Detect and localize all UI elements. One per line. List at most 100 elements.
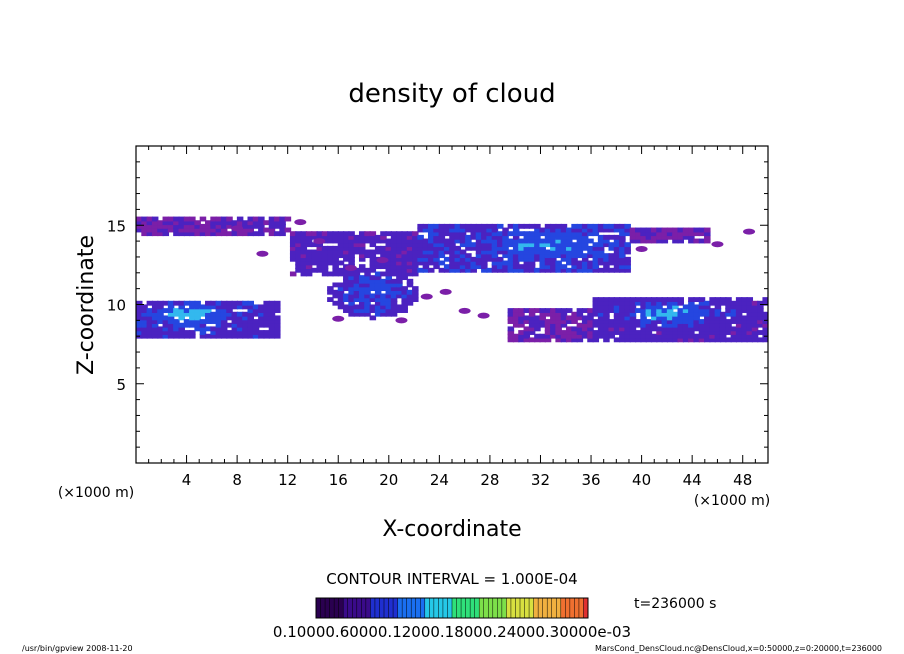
cloud-cell [194, 231, 201, 237]
cloud-cell [157, 333, 164, 339]
cloud-cell [576, 249, 584, 255]
cloud-cell [587, 264, 594, 270]
cloud-cell [698, 231, 706, 237]
cloud-cell [523, 267, 531, 273]
cloud-cell [189, 311, 196, 317]
cloud-cell [178, 315, 185, 321]
cloud-cell [151, 319, 159, 324]
cloud-cell [332, 260, 339, 266]
cloud-cell [550, 234, 557, 240]
cloud-cell [412, 234, 419, 240]
cloud-cell [364, 300, 371, 306]
cloud-cell [603, 337, 610, 343]
cloud-cell [507, 337, 515, 343]
cloud-cell [454, 256, 462, 262]
cloud-cell [268, 300, 276, 306]
cloud-cell [427, 227, 435, 233]
y-tick-label: 15 [107, 217, 126, 235]
cloud-cell [704, 333, 711, 339]
cloud-cell [603, 227, 610, 233]
cloud-cell [624, 308, 631, 313]
cloud-cell [353, 278, 361, 284]
cloud-cell [231, 300, 239, 306]
cloud-cell [741, 330, 748, 335]
cloud-cell [481, 253, 488, 259]
cloud-cell [136, 227, 143, 233]
cloud-cell [236, 330, 244, 335]
cloud-cell [242, 326, 249, 332]
cloud-cell [151, 326, 159, 332]
cloud-cell [321, 249, 329, 255]
cloud-cell [735, 319, 743, 324]
cloud-cell [629, 319, 637, 324]
cloud-cell [311, 231, 318, 237]
cloud-cell [539, 308, 546, 313]
cloud-cell [268, 227, 276, 233]
cloud-cell [295, 242, 302, 248]
cloud-cell [550, 253, 557, 259]
cloud-cell [645, 330, 653, 335]
cloud-cell [167, 333, 175, 339]
cloud-cell [592, 249, 600, 255]
cloud-cell [496, 234, 504, 240]
cloud-cell [528, 245, 536, 251]
cloud-cell [661, 319, 669, 324]
cloud-cell [385, 271, 393, 277]
cloud-cell [518, 330, 525, 335]
cloud-cell [534, 333, 541, 339]
cloud-cell [385, 300, 393, 306]
cloud-cell [534, 231, 541, 237]
cloud-cell [289, 234, 297, 240]
cloud-cell [534, 256, 541, 262]
cloud-cell [358, 286, 366, 292]
cloud-cell [555, 238, 562, 244]
cloud-cell [709, 326, 716, 332]
cloud-cell [443, 242, 451, 248]
cloud-cell [475, 245, 483, 251]
cloud-cell [592, 253, 600, 259]
cloud-cell [534, 249, 541, 255]
cloud-cell [136, 322, 143, 328]
cloud-cell [486, 253, 493, 259]
cloud-cell [619, 297, 626, 302]
cloud-cell [374, 297, 382, 302]
cloud-cell [512, 245, 520, 251]
cloud-cell [555, 308, 562, 313]
cloud-cell [566, 256, 573, 262]
cloud-cell [555, 260, 562, 266]
cloud-fragment [256, 250, 269, 257]
cloud-cell [374, 289, 382, 295]
cloud-cell [581, 234, 589, 240]
colorbar-cell [406, 598, 412, 618]
cloud-cell [613, 223, 621, 229]
cloud-cell [592, 223, 600, 229]
cloud-cell [189, 330, 196, 335]
cloud-cell [337, 253, 345, 259]
cloud-cell [332, 264, 339, 270]
cloud-cell [693, 238, 700, 244]
cloud-cell [406, 256, 414, 262]
cloud-cell [661, 311, 669, 317]
cloud-cell [226, 223, 233, 229]
cloud-cell [491, 249, 499, 255]
cloud-cell [587, 227, 594, 233]
cloud-cell [263, 308, 270, 313]
cloud-cell [624, 300, 631, 306]
cloud-cell [496, 242, 504, 248]
cloud-cell [704, 322, 711, 328]
x-axis-label: X-coordinate [382, 517, 521, 542]
cloud-cell [714, 333, 722, 339]
cloud-cell [650, 234, 658, 240]
cloud-cell [571, 260, 578, 266]
cloud-cell [321, 264, 329, 270]
cloud-cell [284, 227, 292, 233]
cloud-cell [178, 231, 185, 237]
cloud-cell [672, 238, 679, 244]
cloud-cell [199, 311, 207, 317]
cloud-cell [465, 264, 472, 270]
cloud-cell [396, 231, 403, 237]
cloud-cell [698, 297, 706, 302]
cloud-cell [316, 267, 324, 273]
cloud-cell [364, 238, 371, 244]
cloud-cell [252, 330, 260, 335]
